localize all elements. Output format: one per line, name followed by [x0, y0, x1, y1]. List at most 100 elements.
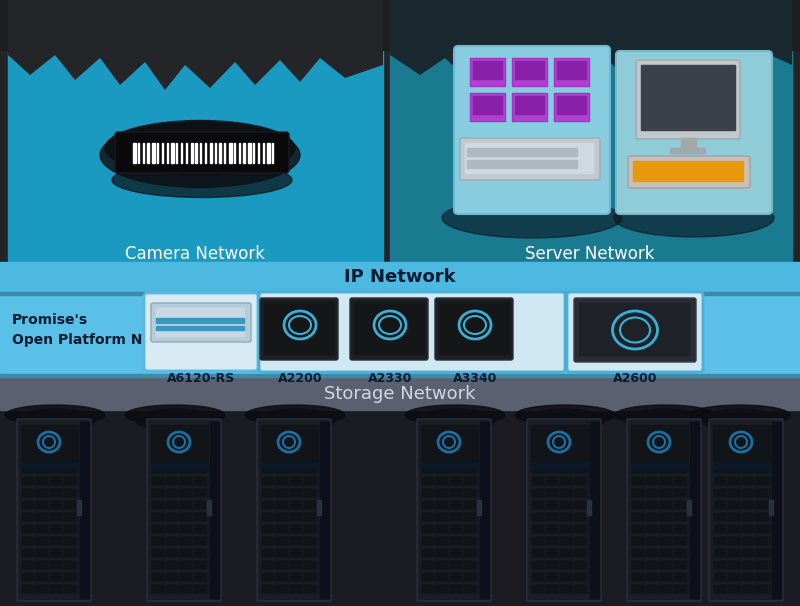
- Text: IP Network: IP Network: [344, 268, 456, 286]
- Bar: [436, 537, 447, 544]
- Bar: [180, 477, 191, 484]
- Bar: [464, 429, 475, 436]
- FancyBboxPatch shape: [709, 419, 783, 601]
- Bar: [531, 476, 588, 485]
- Bar: [152, 429, 163, 436]
- Bar: [464, 525, 475, 532]
- Bar: [276, 441, 287, 448]
- Ellipse shape: [115, 0, 245, 45]
- Bar: [304, 477, 315, 484]
- Bar: [22, 573, 33, 580]
- Bar: [742, 441, 753, 448]
- Bar: [261, 524, 318, 533]
- Bar: [36, 525, 47, 532]
- Bar: [21, 548, 78, 557]
- Bar: [290, 429, 301, 436]
- Bar: [646, 489, 657, 496]
- Bar: [180, 525, 191, 532]
- Bar: [166, 585, 177, 592]
- Bar: [646, 525, 657, 532]
- Bar: [546, 429, 557, 436]
- Bar: [471, 59, 504, 85]
- Bar: [50, 501, 61, 508]
- Bar: [421, 440, 478, 449]
- Bar: [354, 302, 424, 354]
- Bar: [290, 573, 301, 580]
- Bar: [194, 549, 205, 556]
- Bar: [194, 465, 205, 472]
- Bar: [262, 549, 273, 556]
- Text: A2200: A2200: [278, 372, 322, 385]
- Bar: [531, 548, 588, 557]
- Bar: [0, 0, 800, 50]
- Bar: [200, 143, 202, 163]
- Bar: [180, 489, 191, 496]
- Bar: [50, 525, 61, 532]
- Bar: [421, 428, 478, 437]
- Bar: [36, 489, 47, 496]
- Bar: [421, 524, 478, 533]
- Bar: [674, 453, 685, 460]
- Ellipse shape: [100, 122, 300, 187]
- Bar: [560, 453, 571, 460]
- Bar: [262, 441, 273, 448]
- Bar: [261, 440, 318, 449]
- Bar: [714, 537, 725, 544]
- Bar: [646, 501, 657, 508]
- Bar: [422, 573, 433, 580]
- Bar: [207, 500, 211, 515]
- Ellipse shape: [230, 5, 330, 50]
- Bar: [21, 464, 78, 473]
- Bar: [142, 143, 144, 163]
- Bar: [290, 441, 301, 448]
- Bar: [22, 501, 33, 508]
- Bar: [579, 303, 689, 355]
- Bar: [248, 143, 250, 163]
- Bar: [641, 65, 735, 130]
- Bar: [152, 441, 163, 448]
- Bar: [194, 453, 205, 460]
- Bar: [574, 585, 585, 592]
- Bar: [64, 585, 75, 592]
- Bar: [450, 561, 461, 568]
- Bar: [713, 464, 770, 473]
- Bar: [772, 422, 781, 598]
- Bar: [151, 488, 208, 497]
- Bar: [674, 561, 685, 568]
- Bar: [262, 513, 273, 520]
- Bar: [546, 501, 557, 508]
- Bar: [756, 489, 767, 496]
- Bar: [574, 465, 585, 472]
- Bar: [436, 549, 447, 556]
- Bar: [422, 549, 433, 556]
- Bar: [450, 429, 461, 436]
- Bar: [152, 585, 163, 592]
- Bar: [152, 143, 154, 163]
- Bar: [742, 549, 753, 556]
- Bar: [64, 441, 75, 448]
- Bar: [742, 489, 753, 496]
- FancyBboxPatch shape: [628, 156, 750, 188]
- Bar: [756, 429, 767, 436]
- Bar: [660, 501, 671, 508]
- Bar: [194, 585, 205, 592]
- Bar: [166, 513, 177, 520]
- Bar: [229, 143, 231, 163]
- Bar: [290, 513, 301, 520]
- Bar: [219, 143, 221, 163]
- Bar: [151, 425, 208, 470]
- Text: Open Platform NVRs: Open Platform NVRs: [12, 333, 172, 347]
- Bar: [450, 573, 461, 580]
- Bar: [436, 429, 447, 436]
- Bar: [713, 524, 770, 533]
- Bar: [674, 489, 685, 496]
- Ellipse shape: [10, 0, 150, 55]
- Bar: [660, 465, 671, 472]
- Bar: [546, 465, 557, 472]
- Bar: [421, 462, 478, 469]
- Bar: [422, 429, 433, 436]
- Bar: [714, 561, 725, 568]
- Bar: [36, 585, 47, 592]
- Bar: [631, 476, 688, 485]
- FancyBboxPatch shape: [435, 298, 513, 360]
